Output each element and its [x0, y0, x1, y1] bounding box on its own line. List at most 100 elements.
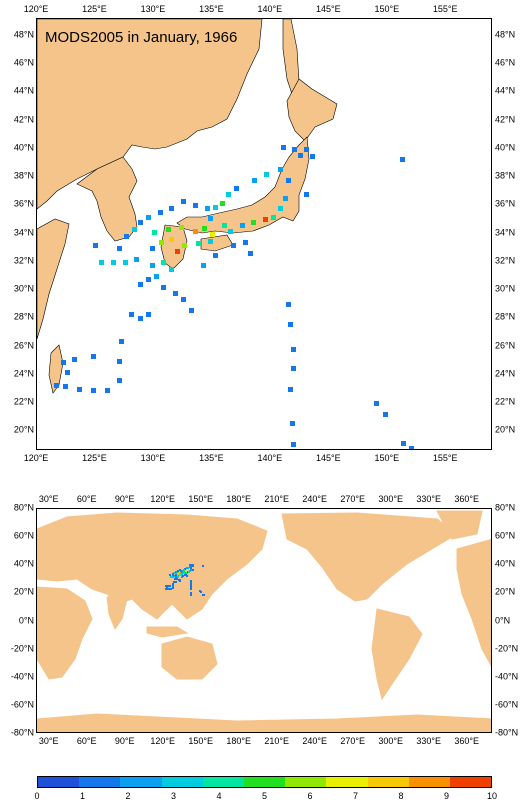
observation-cell — [91, 388, 97, 394]
observation-cell — [286, 302, 292, 308]
top-lat-tick: 24°N — [13, 368, 34, 379]
bottom-lat-tick: 80°N — [495, 502, 516, 513]
top-lon-tick: 135°E — [199, 453, 224, 463]
colorbar-tick-label: 9 — [443, 791, 450, 801]
bottom-lat-tick: -20°N — [10, 643, 34, 654]
bottom-lon-tick: 270°E — [340, 736, 365, 746]
observation-cell — [169, 237, 175, 243]
global-observation-cell — [171, 583, 174, 586]
top-lat-tick: 28°N — [13, 311, 34, 322]
top-lat-tick: 30°N — [13, 283, 34, 294]
bottom-lon-tick: 240°E — [302, 736, 327, 746]
observation-cell — [146, 312, 152, 318]
global-observation-cell — [178, 573, 181, 576]
global-observation-cell — [189, 567, 192, 570]
top-lat-tick: 24°N — [495, 368, 516, 379]
observation-cell — [208, 238, 214, 244]
antarctica — [37, 713, 491, 732]
global-observation-cell — [202, 565, 205, 568]
global-observation-cell — [186, 571, 189, 574]
colorbar-segment — [408, 777, 450, 787]
bottom-lon-tick: 30°E — [38, 736, 59, 746]
global-observation-cell — [172, 575, 175, 578]
top-lon-tick: 120°E — [23, 4, 49, 14]
global-observation-cell — [175, 575, 178, 578]
top-lat-tick: 34°N — [13, 227, 34, 238]
global-observation-cell — [176, 573, 179, 576]
top-lat-tick: 44°N — [495, 85, 516, 96]
observation-cell — [149, 262, 155, 268]
observation-cell — [146, 214, 152, 220]
global-observation-cell — [179, 580, 182, 583]
honshu — [176, 136, 310, 234]
bottom-lon-tick: 90°E — [114, 494, 135, 504]
global-observation-cell — [190, 593, 193, 596]
global-observation-cell — [177, 573, 180, 576]
global-observation-cell — [191, 568, 194, 571]
top-lat-tick: 26°N — [495, 340, 516, 351]
top-lat-tick: 34°N — [495, 227, 516, 238]
global-observation-cell — [181, 573, 184, 576]
observation-cell — [65, 369, 71, 375]
bottom-lat-tick: -60°N — [495, 699, 519, 710]
observation-cell — [251, 220, 257, 226]
bottom-lon-tick: 330°E — [416, 494, 441, 504]
observation-cell — [374, 401, 380, 406]
colorbar-tick-label: 4 — [216, 791, 222, 801]
global-observation-cell — [189, 564, 192, 567]
observation-cell — [116, 358, 122, 364]
global-observation-cell — [178, 571, 181, 574]
observation-cell — [158, 240, 164, 246]
global-observation-cell — [176, 578, 179, 581]
bottom-lon-tick: 330°E — [416, 736, 441, 746]
global-observation-cell — [178, 569, 181, 572]
observation-cell — [122, 259, 128, 265]
bottom-lat-tick: 80°N — [13, 502, 34, 513]
global-observation-cell — [182, 571, 185, 574]
top-lat-tick: 32°N — [495, 255, 516, 266]
observation-cell — [399, 156, 405, 162]
top-lon-tick: 150°E — [374, 453, 400, 463]
top-lon-tick: 130°E — [140, 4, 166, 14]
observation-cell — [137, 316, 143, 322]
observation-cell — [264, 172, 270, 178]
observation-cell — [134, 257, 140, 262]
global-observation-cell — [184, 571, 187, 574]
global-observation-cell — [168, 584, 171, 587]
bottom-lat-tick: -80°N — [495, 727, 519, 738]
global-observation-cell — [170, 588, 173, 591]
observation-cell — [151, 230, 157, 236]
observation-cell — [219, 200, 225, 206]
global-observation-cell — [172, 572, 175, 575]
australia — [161, 636, 218, 680]
observation-cell — [303, 192, 309, 198]
global-observation-cell — [172, 580, 175, 583]
observation-cell — [181, 199, 187, 205]
observation-cell — [204, 206, 210, 212]
observation-cell — [161, 259, 167, 265]
colorbar-segment — [367, 777, 409, 787]
top-lat-tick: 28°N — [495, 311, 516, 322]
top-lat-tick: 36°N — [13, 198, 34, 209]
south-america — [371, 608, 423, 701]
observation-cell — [208, 216, 214, 222]
observation-cell — [169, 266, 175, 272]
observation-cell — [182, 242, 188, 248]
hokkaido — [286, 78, 338, 142]
observation-cell — [227, 228, 233, 234]
global-observation-cell — [164, 587, 167, 590]
top-lat-tick: 46°N — [495, 57, 516, 68]
global-observation-cell — [187, 566, 190, 569]
regional-map: MODS2005 in January, 1966 — [36, 18, 492, 450]
observation-cell — [116, 245, 122, 251]
global-observation-cell — [189, 569, 192, 572]
observation-cell — [72, 357, 78, 363]
observation-cell — [99, 259, 105, 265]
global-observation-cell — [190, 584, 193, 587]
top-lat-tick: 22°N — [495, 396, 516, 407]
observation-cell — [225, 192, 231, 198]
bottom-lat-tick: 0°N — [18, 615, 34, 625]
observation-cell — [222, 223, 228, 229]
bottom-lat-tick: -80°N — [10, 727, 34, 738]
global-observation-cell — [185, 574, 188, 577]
